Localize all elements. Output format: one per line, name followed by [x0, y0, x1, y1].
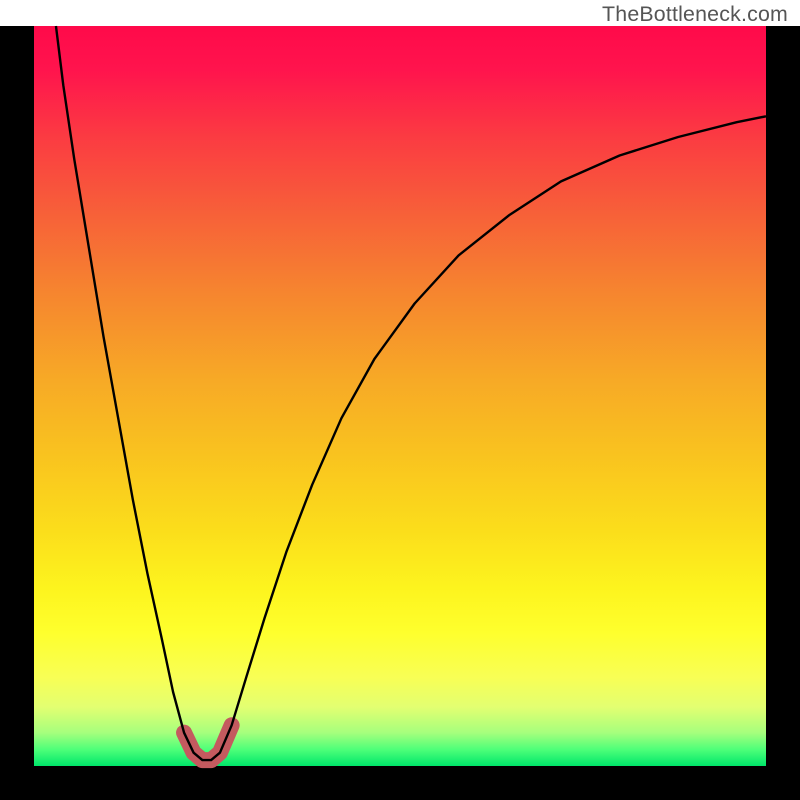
bottleneck-chart — [0, 0, 800, 800]
chart-background — [34, 26, 766, 766]
watermark-label: TheBottleneck.com — [602, 2, 788, 27]
chart-container: TheBottleneck.com — [0, 0, 800, 800]
